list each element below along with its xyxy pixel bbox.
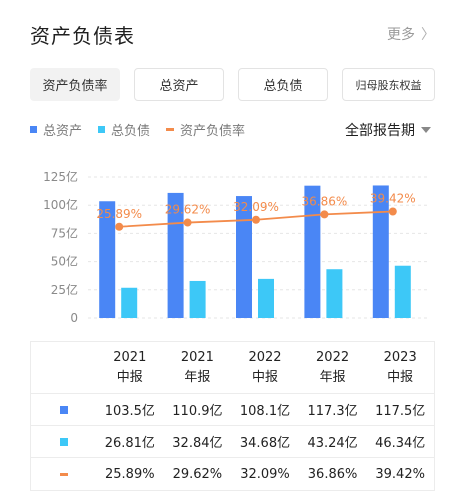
y-tick-label: 125亿 [43,169,78,184]
y-tick-label: 50亿 [51,254,78,269]
row-key-swatch [59,472,68,476]
table-row-total-assets: 103.5亿 110.9亿 108.1亿 117.3亿 117.5亿 [31,394,434,426]
column-header: 2023 中报 [383,349,417,385]
tab-debt-ratio[interactable]: 资产负债率 [30,68,120,101]
y-tick-label: 25亿 [51,282,78,297]
metric-tabs: 资产负债率 总资产 总负债 归母股东权益 [30,68,435,101]
column-header: 2022 年报 [316,349,350,385]
period-label: 全部报告期 [345,123,415,139]
section-header: 资产负债表 更多 〉 [30,20,435,50]
table-row-total-liabilities: 26.81亿 32.84亿 34.68亿 43.24亿 46.34亿 [31,426,434,458]
table-header-row: 2021 中报 2021 年报 2022 中报 2022 年报 2023 中报 [31,342,434,394]
row-key-swatch [59,405,68,414]
ratio-data-label: 39.42% [370,191,416,205]
bar-total-assets [99,201,116,318]
legend-swatch [166,128,175,131]
table-row-debt-ratio: 25.89% 29.62% 32.09% 36.86% 39.42% [31,458,434,490]
table-cell: 25.89% [105,466,155,482]
chart-legend-row: 总资产 总负债 资产负债率 全部报告期 [30,120,435,140]
chevron-right-icon: 〉 [421,27,435,43]
column-header: 2021 年报 [180,349,214,385]
ratio-point [183,218,192,227]
page-title: 资产负债表 [30,24,135,48]
legend-label: 总负债 [111,124,151,139]
table-cell: 26.81亿 [104,436,155,451]
tab-total-liabilities[interactable]: 总负债 [238,68,328,101]
table-cell: 32.84亿 [172,436,223,451]
y-tick-label: 0 [70,311,78,325]
legend-swatch [30,126,37,133]
ratio-data-label: 32.09% [233,200,279,214]
table-cell: 43.24亿 [307,436,358,451]
bar-total-assets [236,196,252,318]
ratio-point [388,207,397,216]
table-cell: 39.42% [375,466,425,482]
table-cell: 36.86% [307,466,358,482]
legend-item-total-liabilities: 总负债 [98,120,150,139]
caret-down-icon [421,127,431,133]
bar-total-assets [372,185,389,318]
table-cell: 103.5亿 [104,404,155,419]
table-cell: 110.9亿 [172,404,223,419]
y-tick-label: 75亿 [51,225,78,240]
bar-total-liabilities [326,269,343,318]
ratio-point [115,222,124,231]
bar-total-assets [304,185,321,318]
balance-sheet-chart: 125亿 100亿 75亿 50亿 25亿 0 25.89% 29.62% 32.09% 36.8… [43,169,430,325]
y-tick-label: 100亿 [43,197,78,212]
column-header: 2022 中报 [248,349,282,385]
column-header: 2021 中报 [113,349,147,385]
ratio-data-label: 25.89% [96,207,142,221]
bar-total-liabilities [189,280,206,318]
more-link[interactable]: 更多 〉 [387,24,435,44]
table-cell: 117.3亿 [307,404,358,419]
bar-total-liabilities [121,287,138,318]
table-cell: 32.09% [240,466,290,482]
bar-total-liabilities [394,265,411,318]
tab-parent-equity[interactable]: 归母股东权益 [342,68,435,101]
table-cell: 29.62% [172,466,223,482]
bar-total-liabilities [258,278,274,318]
legend-label: 资产负债率 [180,124,246,139]
data-table: 2021 中报 2021 年报 2022 中报 2022 年报 2023 中报 103.5… [30,341,435,491]
tab-total-assets[interactable]: 总资产 [134,68,224,101]
legend-swatch [98,126,106,133]
table-cell: 34.68亿 [239,436,291,451]
table-cell: 108.1亿 [239,404,291,419]
ratio-point [252,215,260,224]
table-cell: 46.34亿 [375,436,426,451]
ratio-point [320,210,329,219]
legend-item-debt-ratio: 资产负债率 [166,120,245,139]
ratio-data-label: 29.62% [165,203,211,217]
ratio-data-label: 36.86% [302,194,348,208]
row-key-swatch [59,437,68,446]
table-cell: 117.5亿 [375,404,426,419]
legend-label: 总资产 [43,124,83,139]
chart-legend: 总资产 总负债 资产负债率 [30,120,435,139]
more-label: 更多 [387,27,415,43]
legend-item-total-assets: 总资产 [30,120,82,139]
period-dropdown[interactable]: 全部报告期 [345,120,431,140]
